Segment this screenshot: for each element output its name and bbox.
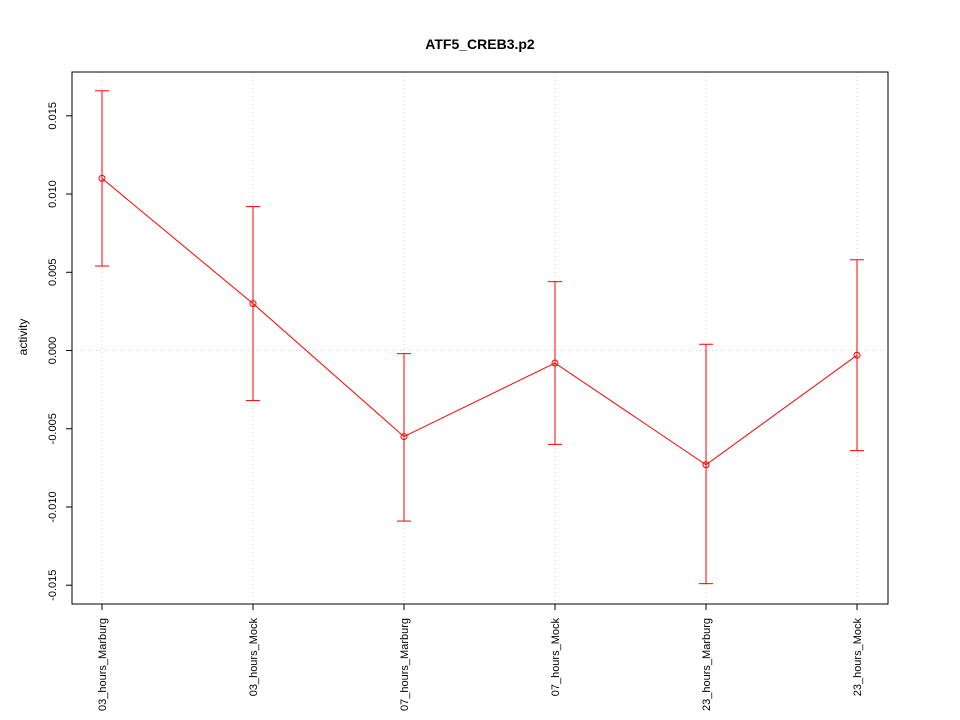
plot-frame (71, 71, 889, 605)
x-tick-label: 03_hours_Mock (248, 618, 260, 697)
data-point (400, 433, 408, 441)
x-tick-label: 23_hours_Mock (852, 618, 864, 697)
axes: -0.015 -0.010 -0.005 0.000 0.005 0.010 0.015 03… (47, 102, 864, 711)
y-tick-label: -0.010 (47, 491, 59, 522)
data-point (551, 359, 559, 367)
y-tick-label: 0.010 (47, 180, 59, 208)
data-point (702, 461, 710, 469)
y-tick-label: 0.005 (47, 259, 59, 287)
x-tick-label: 07_hours_Mock (550, 618, 562, 697)
data-series (95, 90, 864, 585)
y-tick-label: -0.015 (47, 570, 59, 601)
y-tick-label: -0.005 (47, 413, 59, 444)
x-tick-label: 03_hours_Marburg (97, 618, 109, 711)
data-point (853, 351, 861, 359)
chart-title: ATF5_CREB3.p2 (425, 36, 535, 52)
y-axis-label: activity (16, 319, 30, 356)
data-point (249, 300, 257, 308)
x-tick-label: 07_hours_Marburg (399, 618, 411, 711)
series-line (101, 178, 858, 466)
gridlines (72, 72, 888, 604)
x-tick-label: 23_hours_Marburg (701, 618, 713, 711)
data-point (98, 174, 106, 182)
y-tick-label: 0.015 (47, 102, 59, 130)
y-tick-label: 0.000 (47, 337, 59, 365)
